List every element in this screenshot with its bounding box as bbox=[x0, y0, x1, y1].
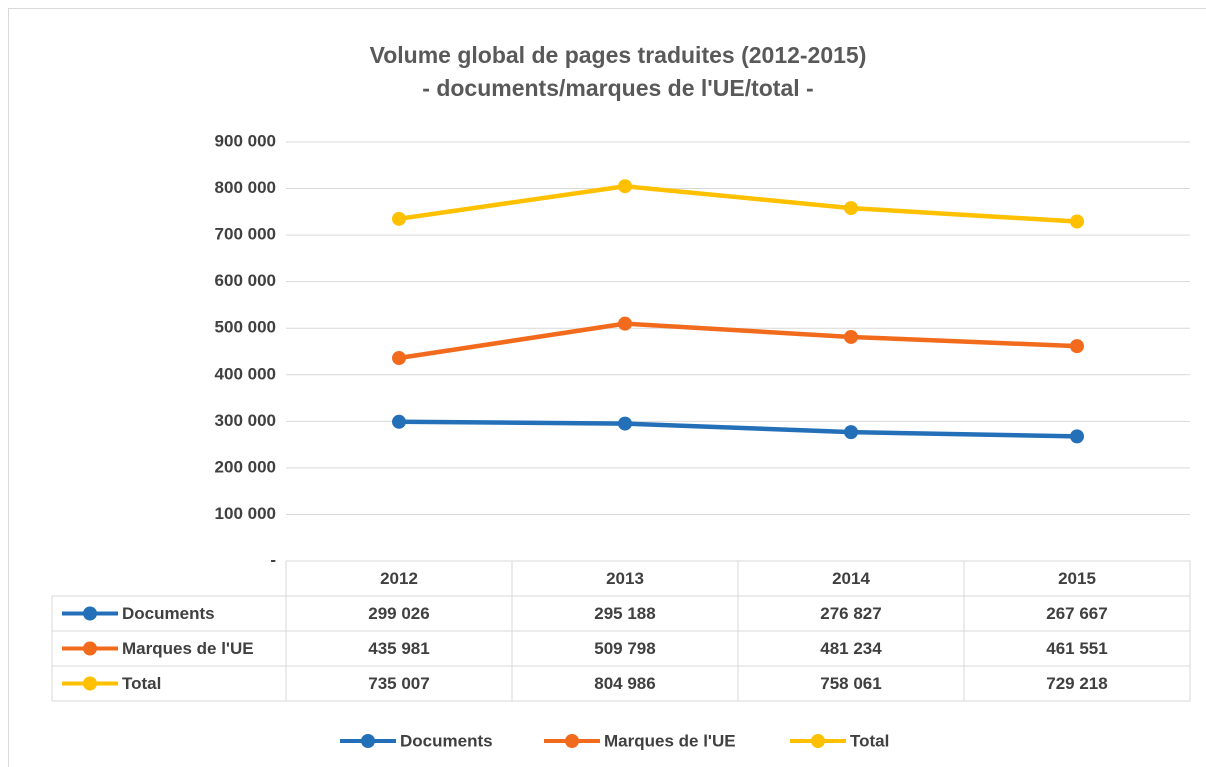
x-tick-label: 2013 bbox=[606, 569, 644, 588]
point bbox=[1070, 429, 1084, 444]
legend-label: Documents bbox=[400, 731, 493, 750]
point bbox=[1070, 339, 1084, 354]
y-tick-label: 100 000 bbox=[215, 504, 276, 523]
table-value: 276 827 bbox=[820, 604, 881, 623]
y-tick-label: 300 000 bbox=[215, 411, 276, 430]
legend-marker bbox=[83, 676, 97, 691]
table-value: 735 007 bbox=[368, 674, 429, 693]
x-tick-label: 2012 bbox=[380, 569, 418, 588]
chart-frame bbox=[8, 8, 1206, 767]
x-tick-label: 2014 bbox=[832, 569, 870, 588]
table-value: 481 234 bbox=[820, 639, 882, 658]
y-tick-label: 500 000 bbox=[215, 318, 276, 337]
y-tick-label: 600 000 bbox=[215, 271, 276, 290]
point bbox=[1070, 214, 1084, 229]
legend-label: Marques de l'UE bbox=[604, 731, 736, 750]
point bbox=[844, 425, 858, 440]
legend-label: Documents bbox=[122, 604, 215, 623]
series-line bbox=[398, 321, 1078, 361]
table-value: 729 218 bbox=[1046, 674, 1107, 693]
legend-marker bbox=[565, 734, 579, 748]
chart-title: Volume global de pages traduites (2012-2… bbox=[370, 42, 867, 68]
x-tick-label: 2015 bbox=[1058, 569, 1096, 588]
y-tick-label: 700 000 bbox=[215, 225, 276, 244]
point bbox=[844, 201, 858, 216]
legend-marker bbox=[811, 734, 825, 748]
y-tick-label: 200 000 bbox=[215, 457, 276, 476]
legend-marker bbox=[83, 606, 97, 621]
table-value: 804 986 bbox=[594, 674, 655, 693]
y-tick-label: - bbox=[270, 550, 276, 569]
legend-marker bbox=[361, 734, 375, 748]
y-tick-label: 800 000 bbox=[215, 178, 276, 197]
series-line bbox=[398, 183, 1078, 224]
legend-marker bbox=[83, 641, 97, 656]
y-tick-label: 400 000 bbox=[215, 364, 276, 383]
table-value: 758 061 bbox=[820, 674, 881, 693]
table-value: 509 798 bbox=[594, 639, 655, 658]
chart-subtitle: - documents/marques de l'UE/total - bbox=[422, 75, 813, 101]
table-value: 461 551 bbox=[1046, 639, 1107, 658]
table-value: 295 188 bbox=[594, 604, 655, 623]
table-value: 299 026 bbox=[368, 604, 429, 623]
table-value: 435 981 bbox=[368, 639, 429, 658]
point bbox=[844, 329, 858, 344]
legend-label: Total bbox=[850, 731, 889, 750]
series-line bbox=[398, 419, 1078, 439]
point bbox=[618, 416, 632, 431]
legend-label: Marques de l'UE bbox=[122, 639, 254, 658]
point bbox=[392, 351, 406, 366]
point bbox=[392, 414, 406, 429]
point bbox=[618, 179, 632, 194]
y-tick-label: 900 000 bbox=[215, 131, 276, 150]
table-value: 267 667 bbox=[1046, 604, 1107, 623]
point bbox=[392, 211, 406, 226]
point bbox=[618, 316, 632, 331]
legend-label: Total bbox=[122, 674, 161, 693]
